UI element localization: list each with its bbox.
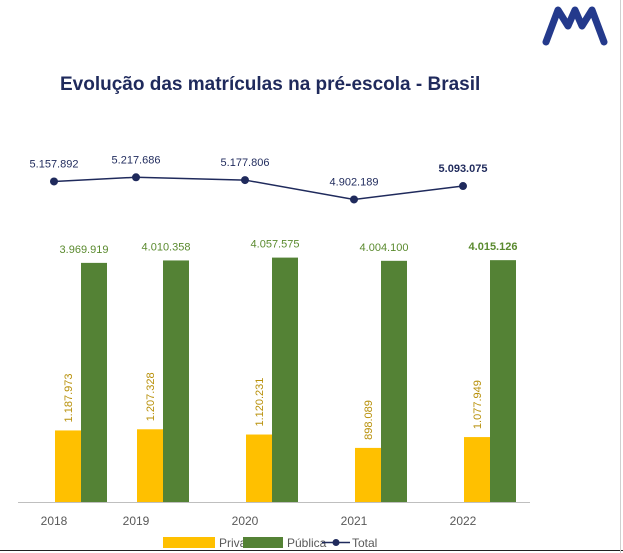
data-label-privada-2018: 1.187.973	[63, 374, 75, 423]
data-label-privada-2019: 1.207.328	[145, 372, 157, 421]
legend-label-publica: Pública	[287, 536, 327, 550]
point-total-2022	[459, 182, 467, 191]
x-tick-label-2018: 2018	[41, 514, 68, 528]
m-logo-icon	[542, 6, 608, 46]
bar-privada-2020	[246, 434, 272, 502]
point-total-2018	[50, 177, 58, 186]
point-total-2019	[132, 173, 140, 182]
data-label-publica-2022: 4.015.126	[469, 241, 518, 253]
legend-swatch-publica	[243, 537, 283, 548]
data-label-total-2018: 5.157.892	[30, 158, 79, 170]
bar-publica-2021	[381, 260, 407, 502]
data-label-privada-2021: 898.089	[363, 400, 375, 440]
total-line	[53, 176, 464, 201]
bar-publica-2019	[163, 260, 189, 502]
chart-title: Evolução das matrículas na pré-escola - …	[60, 74, 481, 95]
bar-privada-2019	[137, 429, 163, 502]
bar-privada-2021	[355, 447, 381, 502]
bar-privada-2018	[55, 430, 81, 502]
data-label-publica-2018: 3.969.919	[60, 244, 109, 256]
point-total-2021	[350, 195, 358, 204]
legend-swatch-privada	[163, 537, 215, 548]
data-label-total-2020: 5.177.806	[221, 157, 270, 169]
data-label-publica-2021: 4.004.100	[360, 242, 409, 254]
bar-publica-2018	[81, 262, 107, 502]
data-label-privada-2020: 1.120.231	[254, 378, 266, 427]
x-tick-label-2021: 2021	[341, 514, 368, 528]
data-label-total-2019: 5.217.686	[112, 154, 161, 166]
point-total-2020	[241, 176, 249, 185]
bar-privada-2022	[464, 437, 490, 502]
legend-label-total: Total	[352, 536, 377, 550]
data-label-publica-2019: 4.010.358	[142, 241, 191, 253]
bar-publica-2020	[272, 257, 298, 502]
bar-publica-2022	[490, 260, 516, 502]
x-tick-label-2022: 2022	[450, 514, 477, 528]
right-border	[620, 0, 621, 553]
data-label-total-2022: 5.093.075	[439, 163, 488, 175]
data-label-total-2021: 4.902.189	[330, 176, 379, 188]
x-tick-label-2020: 2020	[232, 514, 259, 528]
x-tick-label-2019: 2019	[123, 514, 150, 528]
data-label-privada-2022: 1.077.949	[472, 380, 484, 429]
legend-marker-total	[332, 539, 340, 546]
bottom-border	[0, 550, 623, 551]
data-label-publica-2020: 4.057.575	[251, 239, 300, 251]
